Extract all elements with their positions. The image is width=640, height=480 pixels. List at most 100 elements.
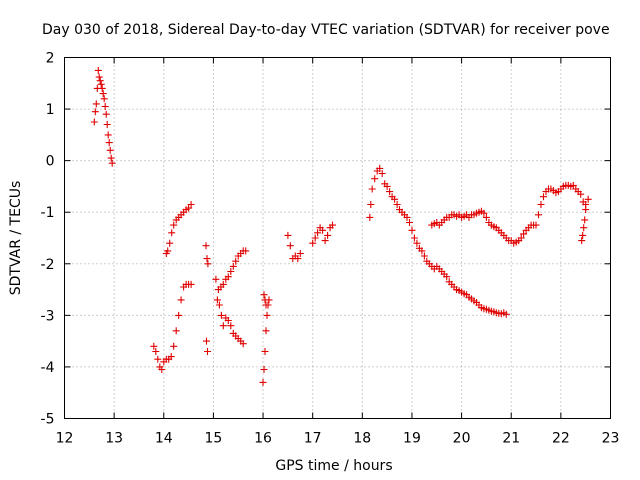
data-point (203, 255, 211, 263)
data-point (90, 118, 98, 126)
data-point (376, 164, 384, 172)
data-point (329, 221, 336, 229)
data-point (286, 242, 294, 250)
data-point (96, 77, 104, 85)
data-point (168, 229, 176, 237)
data-point (261, 348, 269, 355)
data-point (185, 204, 193, 212)
data-point (158, 366, 166, 373)
data-point (294, 255, 302, 263)
data-point (366, 213, 374, 221)
data-point (92, 100, 100, 108)
data-point (212, 275, 220, 283)
x-tick-label: 14 (155, 431, 173, 447)
data-point (107, 154, 115, 162)
data-point (582, 206, 590, 214)
data-point (321, 237, 329, 245)
y-tick-label: 1 (46, 102, 55, 118)
data-point (386, 188, 394, 196)
data-point (224, 317, 232, 324)
data-point (296, 250, 304, 257)
data-point (91, 108, 99, 116)
x-tick-label: 22 (552, 431, 570, 447)
data-point (227, 268, 235, 275)
data-point (324, 231, 332, 239)
data-point (97, 80, 105, 88)
data-point (383, 182, 391, 190)
data-point (167, 353, 175, 361)
data-point (187, 280, 195, 288)
data-point (406, 219, 413, 226)
data-point (263, 311, 271, 319)
x-tick-label: 12 (56, 431, 74, 447)
y-tick-label: 2 (46, 51, 55, 67)
data-point (170, 221, 178, 229)
data-point (94, 66, 102, 74)
x-tick-label: 17 (304, 431, 322, 447)
data-point (482, 213, 490, 221)
x-axis-label: GPS time / hours (275, 458, 392, 474)
data-point (309, 239, 317, 247)
data-point (311, 234, 319, 242)
data-point (98, 84, 106, 92)
data-point (367, 201, 375, 208)
x-tick-label: 23 (602, 431, 620, 447)
x-tick-labels: 12 13 14 15 16 17 18 19 20 21 22 23 (56, 431, 620, 447)
data-series (90, 66, 592, 386)
data-point (314, 229, 322, 237)
y-tick-label: 0 (46, 154, 55, 170)
data-point (584, 195, 592, 203)
data-point (166, 239, 174, 247)
data-point (177, 296, 185, 304)
data-point (219, 322, 227, 330)
data-point (242, 247, 250, 255)
data-point (204, 260, 212, 268)
data-point (260, 291, 268, 299)
data-point (217, 311, 225, 319)
data-point (540, 193, 547, 201)
y-tick-labels: -5 -4 -3 -2 -1 0 1 2 (41, 51, 55, 428)
x-tick-label: 15 (204, 431, 222, 447)
plot-frame (64, 57, 611, 419)
data-point (99, 90, 107, 98)
data-point (175, 311, 183, 319)
x-tick-label: 18 (353, 431, 371, 447)
y-tick-label: -4 (41, 360, 55, 376)
data-point (229, 262, 237, 270)
data-point (213, 296, 221, 304)
data-point (172, 327, 180, 335)
x-tick-label: 19 (403, 431, 421, 447)
data-point (100, 95, 108, 103)
data-point (202, 242, 210, 250)
data-point (580, 224, 588, 232)
data-point (408, 226, 416, 234)
axis-ticks (64, 57, 611, 419)
data-point (101, 103, 109, 110)
data-point (259, 378, 267, 386)
data-point (227, 322, 235, 330)
x-tick-label: 20 (453, 431, 471, 447)
data-point (502, 310, 510, 318)
data-point (95, 73, 103, 81)
data-point (578, 237, 586, 245)
data-point (187, 201, 195, 208)
data-point (443, 273, 451, 281)
y-tick-label: -1 (41, 205, 55, 221)
data-point (569, 181, 577, 189)
x-tick-label: 13 (105, 431, 123, 447)
data-point (368, 185, 376, 193)
data-point (537, 201, 545, 208)
data-point (262, 327, 270, 335)
data-point (215, 301, 223, 309)
data-point (224, 273, 232, 281)
data-point (104, 131, 112, 139)
data-point (480, 209, 488, 217)
data-point (261, 296, 269, 304)
data-point (105, 139, 113, 147)
data-point (579, 231, 587, 239)
x-tick-label: 16 (254, 431, 272, 447)
data-point (535, 211, 542, 219)
data-point (164, 247, 172, 255)
data-point (284, 231, 292, 239)
